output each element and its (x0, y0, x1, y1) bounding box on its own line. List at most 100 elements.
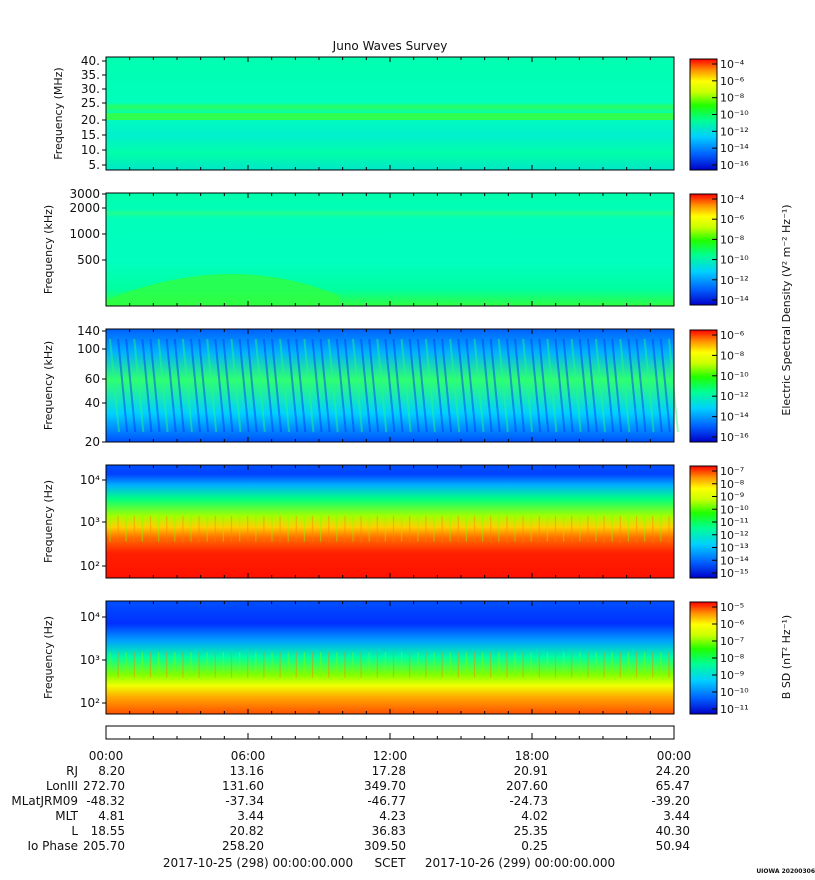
texture-streak (659, 338, 671, 433)
texture-streak (546, 338, 558, 433)
texture-streak (125, 338, 137, 433)
ephemeris-value: -46.77 (367, 794, 406, 808)
y-tick-label: 10² (80, 696, 100, 710)
ephemeris-value: 4.02 (521, 809, 548, 823)
colorbar-tick-label: 10⁻¹⁰ (720, 686, 749, 699)
ephemeris-value: -39.20 (651, 794, 690, 808)
spectrogram-texture (109, 651, 670, 678)
y-tick-label: 500 (77, 253, 100, 267)
texture-streak (473, 338, 485, 433)
colorbar-tick-label: 10⁻⁷ (720, 465, 744, 478)
colorbar-tick-label: 10⁻¹⁴ (720, 411, 749, 424)
texture-streak (514, 338, 525, 433)
ephemeris-value: 50.94 (656, 839, 690, 853)
colorbar: 10⁻⁵ 10⁻⁶ 10⁻⁷ 10⁻⁸ 10⁻⁹ 10⁻¹⁰ 10⁻¹¹ (689, 601, 749, 716)
colorbar: 10⁻⁶ 10⁻⁸ 10⁻¹⁰ 10⁻¹² 10⁻¹⁴ 10⁻¹⁶ (689, 329, 749, 444)
y-tick-label: 3000 (69, 187, 100, 201)
low-frequency-arc (106, 273, 340, 306)
ephemeris-value: 20.91 (514, 764, 548, 778)
ephemeris-value: 40.30 (656, 824, 690, 838)
colorbar-tick-label: 10⁻¹² (720, 529, 749, 542)
texture-streak (190, 338, 201, 433)
texture-streak (157, 338, 169, 433)
texture-streak (303, 338, 315, 433)
ephemeris-value: 24.20 (656, 764, 690, 778)
colorbar-tick-label: 10⁻⁵ (720, 601, 744, 614)
texture-streak (181, 338, 193, 433)
texture-streak (262, 338, 274, 433)
y-tick-label: 10³ (80, 653, 100, 667)
texture-streak (441, 338, 453, 433)
band-22mhz (106, 113, 674, 120)
y-tick-label: 2000 (69, 201, 100, 215)
y-tick-label: 5. (89, 158, 100, 172)
y-tick-label: 40 (85, 396, 100, 410)
colorbar-tick-label: 10⁻⁸ (720, 349, 745, 362)
texture-streak (254, 338, 266, 433)
texture-streak (489, 338, 501, 433)
ephemeris-value: 36.83 (372, 824, 406, 838)
y-axis-label: Frequency (kHz) (42, 205, 55, 294)
y-tick-label: 40. (81, 54, 100, 68)
ephemeris-value: 13.16 (230, 764, 264, 778)
texture-streak (635, 338, 647, 433)
texture-streak (578, 338, 590, 433)
colorbar: 10⁻⁷10⁻⁸10⁻⁹10⁻¹⁰10⁻¹¹10⁻¹²10⁻¹³10⁻¹⁴10⁻… (689, 465, 749, 580)
ephemeris-value: 18.55 (91, 824, 125, 838)
texture-streak (416, 338, 428, 433)
ephemeris-value: -48.32 (86, 794, 125, 808)
ephemeris-row-label: MLatJRM09 (11, 794, 78, 808)
ephemeris-row-label: RJ (66, 764, 78, 778)
texture-streak (271, 338, 282, 433)
y-tick-label: 10³ (80, 515, 100, 529)
spectrogram-panel-4: 10⁴ 10³ 10² Frequency (Hz) 10⁻⁷10⁻⁸10⁻⁹10⁻¹⁰… (42, 464, 749, 580)
time-axis-strip (105, 725, 675, 740)
texture-streak (457, 338, 469, 433)
texture-streak (611, 338, 623, 433)
y-tick-label: 25. (81, 96, 100, 110)
colorbar: 10⁻⁴ 10⁻⁶ 10⁻⁸ 10⁻¹⁰ 10⁻¹² 10⁻¹⁴ (689, 193, 749, 307)
texture-streak (206, 338, 218, 433)
y-tick-label: 35. (81, 68, 100, 82)
texture-streak (497, 338, 509, 433)
colorbar-tick-label: 10⁻¹⁰ (720, 109, 749, 122)
texture-streak (449, 338, 461, 433)
texture-streak (368, 338, 380, 433)
colorbar-tick-label: 10⁻⁸ (720, 233, 745, 246)
colorbar-tick-label: 10⁻¹² (720, 274, 749, 287)
spectrogram-panel-1: 40.35.30.25. 20.15.10.5. Frequency (MHz) 10… (52, 54, 749, 172)
texture-streak (149, 338, 161, 433)
colorbar-tick-label: 10⁻⁸ (720, 478, 745, 491)
colorbar-tick-label: 10⁻¹⁵ (720, 567, 749, 580)
colorbar-tick-label: 10⁻⁴ (720, 193, 745, 206)
colorbar-tick-label: 10⁻⁴ (720, 58, 745, 71)
texture-streak (352, 338, 363, 433)
texture-streak (335, 338, 347, 433)
ephemeris-value: 17.28 (372, 764, 406, 778)
spectrogram-image (106, 465, 674, 578)
ephemeris-value: 25.35 (514, 824, 548, 838)
texture-streak (651, 338, 663, 433)
colorbar-tick-label: 10⁻¹⁴ (720, 142, 749, 155)
colorbar-tick-label: 10⁻¹⁶ (720, 431, 749, 444)
texture-streak (287, 338, 299, 433)
colorbar-tick-label: 10⁻⁹ (720, 491, 744, 504)
colorbar-tick-label: 10⁻⁶ (720, 75, 745, 88)
ephemeris-value: 3.44 (237, 809, 264, 823)
time-label: 12:00 (373, 749, 408, 763)
texture-streak (433, 338, 444, 433)
ephemeris-value: 65.47 (656, 779, 690, 793)
texture-streak (165, 338, 177, 433)
colorbar-tick-label: 10⁻¹⁴ (720, 554, 749, 567)
colorbar-tick-label: 10⁻⁶ (720, 329, 745, 342)
colorbar-tick-label: 10⁻¹⁰ (720, 254, 749, 267)
texture-streak (595, 338, 606, 433)
texture-streak (538, 338, 550, 433)
ephemeris-value: -37.34 (225, 794, 264, 808)
colorbar-tick-label: 10⁻¹⁶ (720, 159, 749, 172)
colorbar-tick-label: 10⁻¹¹ (720, 516, 749, 529)
ephemeris-value: 4.23 (379, 809, 406, 823)
